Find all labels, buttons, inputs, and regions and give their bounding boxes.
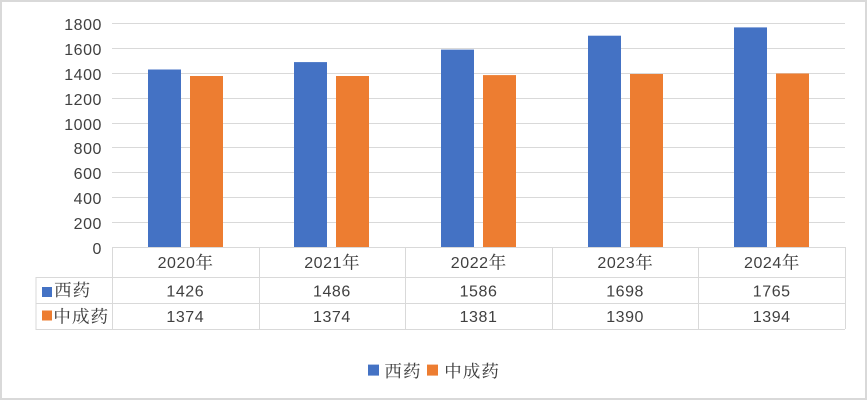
- svg-text:0: 0: [93, 241, 102, 258]
- svg-text:1000: 1000: [64, 117, 102, 134]
- svg-text:800: 800: [74, 141, 102, 158]
- svg-text:2022: 2022: [451, 255, 489, 272]
- svg-text:1374: 1374: [166, 309, 204, 326]
- svg-text:2024: 2024: [744, 255, 782, 272]
- svg-text:1600: 1600: [64, 42, 102, 59]
- svg-text:1394: 1394: [753, 309, 791, 326]
- svg-text:1486: 1486: [313, 284, 351, 301]
- svg-text:1800: 1800: [64, 17, 102, 34]
- svg-text:1374: 1374: [313, 309, 351, 326]
- svg-text:2020: 2020: [158, 255, 196, 272]
- svg-text:1586: 1586: [460, 284, 498, 301]
- svg-text:1426: 1426: [166, 284, 204, 301]
- svg-text:2023: 2023: [597, 255, 635, 272]
- svg-text:600: 600: [74, 166, 102, 183]
- svg-text:1765: 1765: [753, 284, 791, 301]
- svg-text:1381: 1381: [460, 309, 498, 326]
- svg-text:1698: 1698: [606, 284, 644, 301]
- svg-text:400: 400: [74, 191, 102, 208]
- svg-text:200: 200: [74, 216, 102, 233]
- svg-text:1390: 1390: [606, 309, 644, 326]
- svg-text:1400: 1400: [64, 67, 102, 84]
- svg-text:1200: 1200: [64, 92, 102, 109]
- svg-text:2021: 2021: [304, 255, 342, 272]
